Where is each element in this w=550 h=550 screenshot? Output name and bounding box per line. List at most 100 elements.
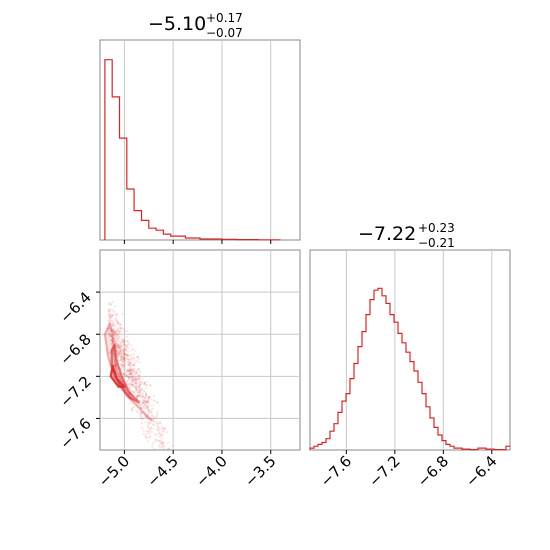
scatter-point bbox=[156, 401, 159, 404]
scatter-point bbox=[138, 377, 141, 380]
scatter-point bbox=[130, 383, 133, 386]
scatter-point bbox=[108, 314, 111, 317]
scatter-point bbox=[123, 359, 126, 362]
scatter-point bbox=[135, 390, 138, 393]
scatter-point bbox=[128, 369, 131, 372]
scatter-point bbox=[115, 342, 118, 345]
scatter-point bbox=[145, 404, 148, 407]
scatter-point bbox=[119, 323, 122, 326]
scatter-point bbox=[119, 345, 122, 348]
scatter-point bbox=[108, 309, 111, 312]
scatter-point bbox=[157, 439, 160, 442]
scatter-point bbox=[113, 329, 116, 332]
panel-bottom-right-frame bbox=[309, 249, 511, 451]
scatter-point bbox=[129, 375, 132, 378]
scatter-point bbox=[134, 349, 137, 353]
scatter-point bbox=[111, 301, 114, 304]
scatter-point bbox=[112, 311, 115, 314]
scatter-point bbox=[111, 336, 114, 339]
scatter-point bbox=[145, 436, 149, 439]
scatter-point bbox=[120, 341, 123, 345]
scatter-point bbox=[120, 327, 123, 330]
scatter-point bbox=[147, 423, 150, 426]
scatter-point bbox=[124, 374, 127, 377]
scatter-point bbox=[118, 352, 121, 356]
scatter-point bbox=[144, 400, 147, 403]
scatter-point bbox=[132, 370, 135, 373]
scatter-point bbox=[125, 370, 128, 373]
scatter-point bbox=[135, 372, 138, 375]
scatter-point bbox=[115, 316, 118, 320]
scatter-point bbox=[127, 368, 130, 371]
scatter-point bbox=[136, 379, 139, 382]
scatter-point bbox=[123, 357, 126, 360]
scatter-point bbox=[123, 353, 126, 356]
scatter-point bbox=[150, 410, 153, 414]
scatter-point bbox=[124, 365, 127, 368]
scatter-point bbox=[127, 353, 130, 356]
scatter-point bbox=[114, 364, 117, 367]
scatter-point bbox=[116, 332, 119, 335]
scatter-point bbox=[135, 402, 138, 406]
scatter-point bbox=[166, 448, 169, 451]
scatter-point bbox=[115, 330, 118, 333]
scatter-point bbox=[128, 369, 131, 372]
scatter-point bbox=[127, 376, 130, 379]
scatter-point bbox=[138, 381, 141, 384]
scatter-point bbox=[114, 340, 117, 343]
scatter-point bbox=[162, 430, 165, 433]
scatter-point bbox=[116, 346, 119, 349]
scatter-point bbox=[148, 395, 151, 398]
scatter-point bbox=[128, 386, 131, 389]
scatter-point bbox=[117, 332, 120, 335]
scatter-point bbox=[162, 444, 165, 447]
scatter-point bbox=[136, 378, 139, 381]
ytick-label: −7.2 bbox=[56, 372, 94, 410]
scatter-point bbox=[141, 387, 144, 390]
scatter-point bbox=[116, 343, 119, 346]
scatter-point bbox=[117, 350, 120, 353]
scatter-point bbox=[113, 363, 117, 366]
scatter-point bbox=[110, 328, 113, 331]
scatter-point bbox=[107, 326, 110, 329]
scatter-point bbox=[125, 348, 128, 351]
scatter-point bbox=[122, 351, 126, 354]
scatter-point bbox=[127, 342, 130, 346]
scatter-point bbox=[146, 405, 149, 408]
scatter-point bbox=[136, 391, 139, 394]
scatter-point bbox=[136, 388, 139, 391]
scatter-point bbox=[127, 379, 130, 382]
contour-level-2 bbox=[110, 343, 141, 404]
scatter-point bbox=[147, 401, 150, 404]
scatter-point bbox=[120, 344, 124, 347]
scatter-point bbox=[112, 329, 115, 332]
scatter-point bbox=[129, 402, 132, 405]
scatter-point bbox=[152, 427, 155, 430]
scatter-point bbox=[120, 326, 123, 330]
scatter-point bbox=[129, 380, 132, 383]
scatter-point bbox=[128, 372, 131, 375]
scatter-point bbox=[113, 364, 116, 367]
scatter-point bbox=[143, 382, 146, 385]
scatter-point bbox=[113, 334, 116, 338]
scatter-point bbox=[140, 406, 143, 410]
scatter-point bbox=[140, 412, 143, 415]
scatter-point bbox=[121, 350, 125, 353]
scatter-point bbox=[151, 404, 154, 407]
scatter-point bbox=[116, 347, 119, 350]
scatter-point bbox=[143, 382, 146, 385]
scatter-point bbox=[148, 435, 151, 438]
scatter-point bbox=[136, 355, 139, 358]
scatter-point bbox=[120, 359, 123, 362]
scatter-point bbox=[111, 314, 115, 317]
scatter-point bbox=[145, 387, 148, 390]
scatter-point bbox=[138, 386, 141, 389]
scatter-point bbox=[119, 350, 122, 353]
scatter-point bbox=[136, 377, 140, 380]
scatter-point bbox=[125, 374, 129, 377]
scatter-point bbox=[159, 446, 162, 449]
scatter-point bbox=[111, 319, 114, 322]
scatter-point bbox=[129, 365, 132, 368]
scatter-point bbox=[112, 338, 115, 341]
scatter-point bbox=[134, 385, 137, 388]
